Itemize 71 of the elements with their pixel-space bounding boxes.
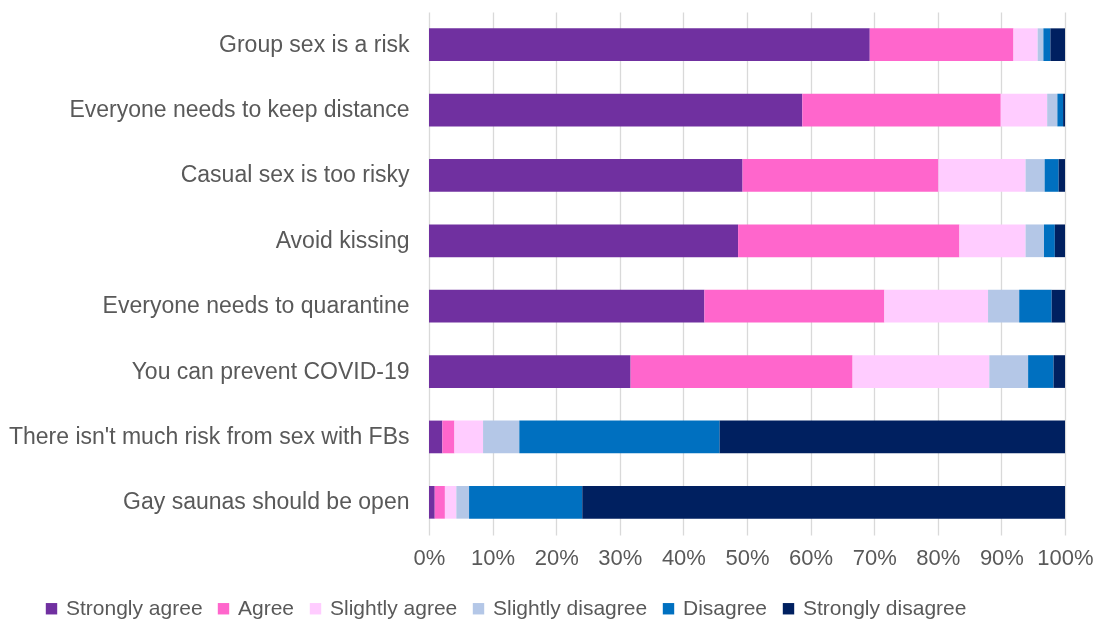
bar xyxy=(429,420,443,454)
legend-label: Strongly agree xyxy=(66,595,203,619)
x-tick-label: 0% xyxy=(413,544,446,570)
legend-label: Agree xyxy=(238,595,295,619)
bar xyxy=(704,289,885,323)
bar xyxy=(1043,28,1051,62)
bar xyxy=(429,289,705,323)
bar xyxy=(1025,224,1045,258)
bar xyxy=(429,93,803,127)
x-tick-label: 80% xyxy=(916,544,961,570)
x-tick-label: 90% xyxy=(979,544,1024,570)
x-tick-label: 40% xyxy=(661,544,706,570)
y-tick-label: There isn't much risk from sex with FBs xyxy=(8,422,410,449)
y-tick-label: Gay saunas should be open xyxy=(123,488,410,515)
bar xyxy=(802,93,1001,127)
bar xyxy=(1000,93,1048,127)
x-tick-label: 70% xyxy=(852,544,897,570)
y-tick-label: Casual sex is too risky xyxy=(180,161,410,188)
legend-label: Slightly agree xyxy=(330,595,458,619)
bar xyxy=(989,355,1029,388)
y-tick-label: Everyone needs to quarantine xyxy=(102,292,410,319)
bar xyxy=(1050,28,1065,62)
bar xyxy=(1013,28,1038,62)
bar xyxy=(1019,289,1052,323)
bar xyxy=(429,485,435,519)
bar xyxy=(429,28,870,62)
x-tick-label: 60% xyxy=(789,544,834,570)
y-tick-label: You can prevent COVID-19 xyxy=(131,357,410,384)
bar xyxy=(1047,93,1058,127)
bar xyxy=(454,420,484,454)
x-tick-label: 50% xyxy=(725,544,770,570)
bar xyxy=(434,485,445,519)
x-tick-label: 30% xyxy=(598,544,643,570)
bar xyxy=(1058,159,1065,192)
bar xyxy=(469,485,583,519)
bar xyxy=(1057,93,1064,127)
bar xyxy=(442,420,455,454)
bar xyxy=(1051,289,1065,323)
legend-label: Disagree xyxy=(683,595,768,619)
bar xyxy=(884,289,989,323)
bar xyxy=(429,224,739,258)
bar xyxy=(483,420,520,454)
bar xyxy=(719,420,1065,454)
bar xyxy=(1054,224,1065,258)
bar xyxy=(429,355,631,388)
legend-label: Strongly disagree xyxy=(803,595,967,619)
bar xyxy=(444,485,457,519)
bar xyxy=(742,159,939,192)
bar xyxy=(1044,159,1059,192)
legend-label: Slightly disagree xyxy=(493,595,648,619)
x-tick-label: 10% xyxy=(471,544,516,570)
bar xyxy=(988,289,1020,323)
y-tick-label: Everyone needs to keep distance xyxy=(69,96,410,123)
bar xyxy=(519,420,720,454)
bar xyxy=(456,485,470,519)
bar xyxy=(1028,355,1054,388)
x-tick-label: 100% xyxy=(1037,544,1094,570)
bar xyxy=(738,224,960,258)
bar xyxy=(630,355,853,388)
bar xyxy=(1053,355,1065,388)
bar xyxy=(852,355,990,388)
bar xyxy=(582,485,1065,519)
x-tick-label: 20% xyxy=(534,544,579,570)
y-tick-label: Group sex is a risk xyxy=(219,30,410,57)
bar xyxy=(1044,224,1055,258)
bar xyxy=(429,159,743,192)
y-tick-label: Avoid kissing xyxy=(275,226,410,253)
bar xyxy=(959,224,1026,258)
bar xyxy=(1025,159,1045,192)
bar xyxy=(869,28,1014,62)
bar xyxy=(938,159,1026,192)
